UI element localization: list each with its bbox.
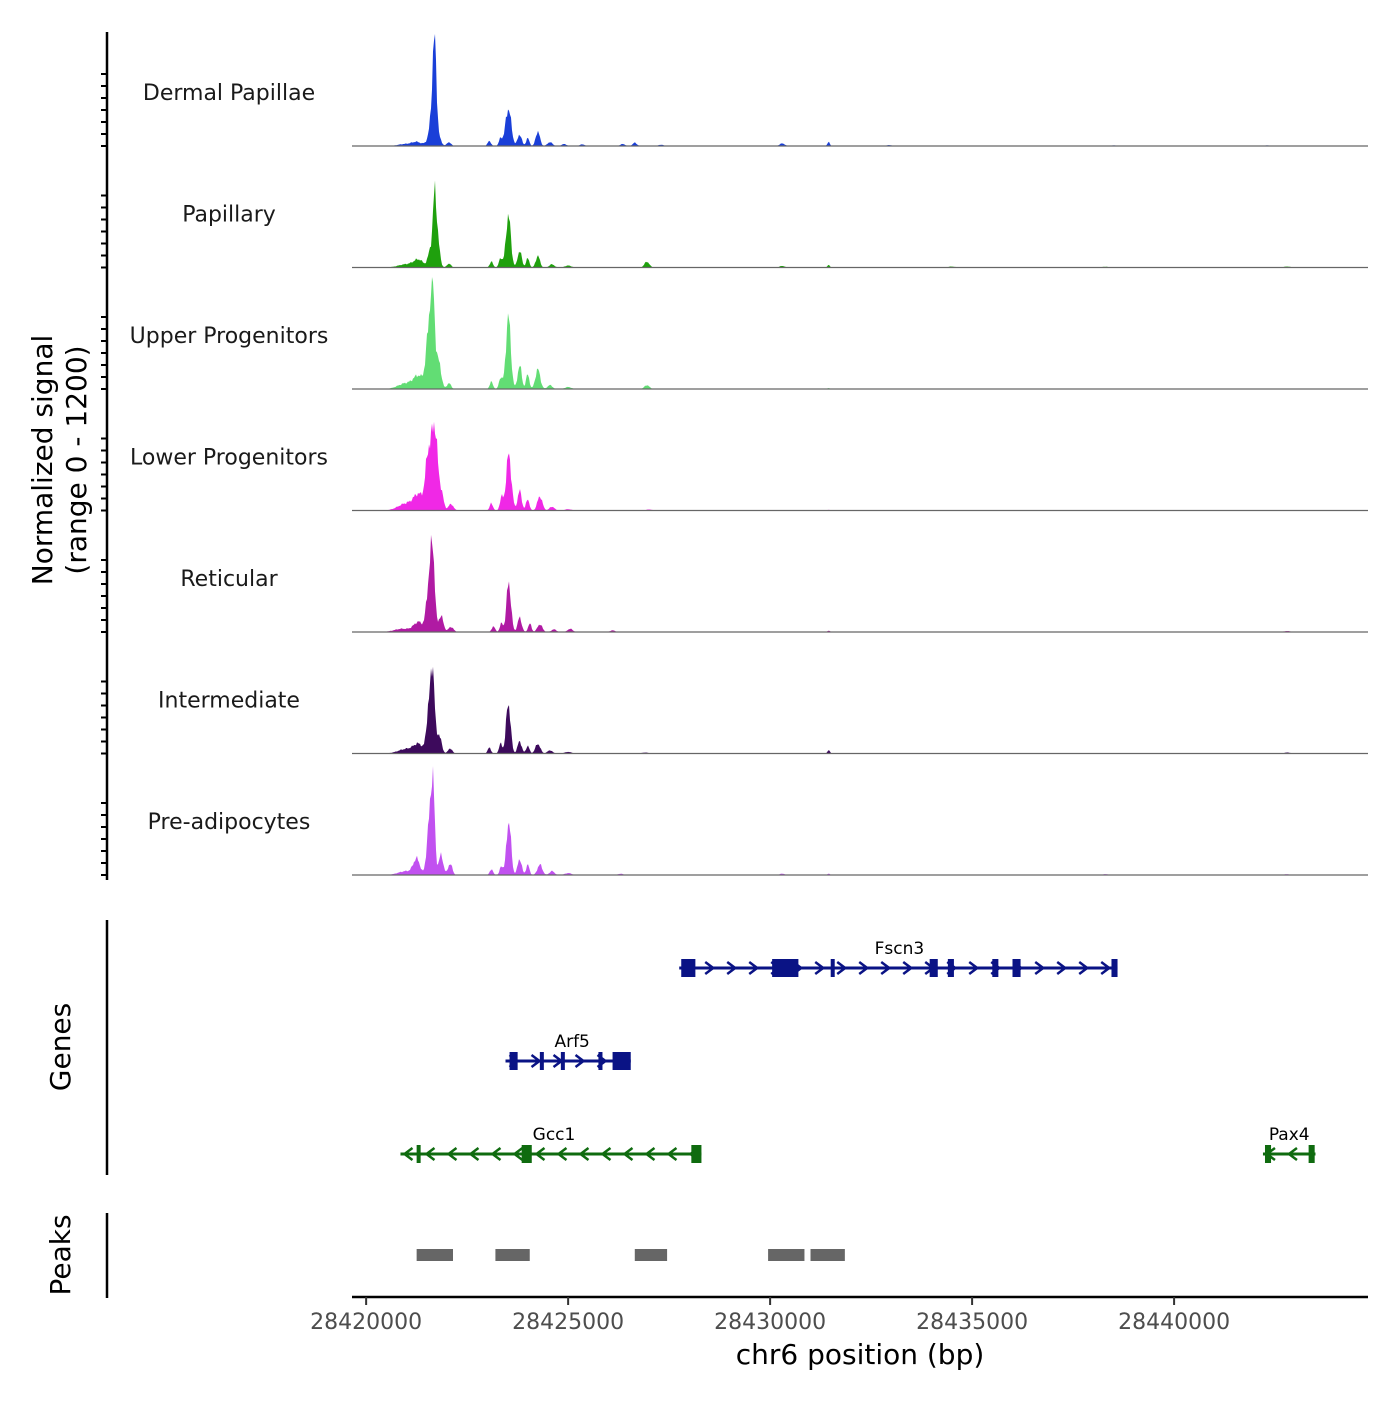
track-5: Intermediate: [158, 666, 1368, 755]
gene-pax4: Pax4: [1262, 1125, 1316, 1163]
gene-exon: [1308, 1145, 1315, 1163]
strand-chevron: [600, 1147, 612, 1161]
strand-chevron: [814, 961, 826, 975]
x-tick-label: 28435000: [916, 1310, 1028, 1335]
track-signal-area: [352, 277, 1368, 389]
track-6: Pre-adipocytes: [148, 766, 1368, 876]
track-label: Papillary: [182, 203, 276, 228]
y-axis-title-line2: (range 0 - 1200): [60, 345, 93, 574]
strand-chevron: [578, 1147, 590, 1161]
gene-gcc1: Gcc1: [400, 1125, 702, 1163]
strand-chevron: [1078, 961, 1090, 975]
gene-label: Fscn3: [875, 939, 925, 959]
gene-exon: [509, 1052, 518, 1070]
gene-label: Pax4: [1269, 1125, 1310, 1145]
gene-exon: [992, 959, 999, 977]
gene-exon: [691, 1145, 702, 1163]
strand-chevron: [402, 1147, 414, 1161]
strand-chevron: [1056, 961, 1068, 975]
x-tick-label: 28430000: [714, 1310, 826, 1335]
gene-exon: [830, 959, 835, 977]
y-axis-title-line1: Normalized signal: [26, 335, 59, 586]
strand-chevron: [534, 1147, 546, 1161]
x-tick-label: 28425000: [512, 1310, 624, 1335]
strand-chevron: [666, 1147, 678, 1161]
strand-chevron: [424, 1147, 436, 1161]
strand-chevron: [836, 961, 848, 975]
strand-chevron: [968, 961, 980, 975]
gene-exon: [681, 959, 696, 977]
track-2: Upper Progenitors: [130, 277, 1368, 390]
peak-region: [416, 1249, 453, 1261]
gene-annotations: Fscn3 Arf5 Gcc1 Pax4: [400, 939, 1316, 1163]
track-signal-area: [352, 766, 1368, 875]
x-tick-label: 28440000: [1118, 1310, 1230, 1335]
track-signal-area: [352, 534, 1368, 632]
strand-chevron: [1286, 1147, 1298, 1161]
gene-exon: [612, 1052, 631, 1070]
gene-label: Arf5: [554, 1032, 589, 1052]
gene-exon: [929, 959, 938, 977]
track-signal-area: [352, 666, 1368, 754]
strand-chevron: [1100, 961, 1112, 975]
strand-chevron: [902, 961, 914, 975]
gene-exon: [947, 959, 954, 977]
peak-region: [810, 1249, 845, 1261]
gene-arf5: Arf5: [505, 1032, 631, 1070]
gene-exon: [521, 1145, 532, 1163]
peak-region: [634, 1249, 668, 1261]
strand-chevron: [858, 961, 870, 975]
strand-chevron: [574, 1054, 586, 1068]
x-axis: 28420000 28425000 28430000 28435000 28440000: [310, 1295, 1368, 1335]
gene-label: Gcc1: [533, 1125, 576, 1145]
peak-region: [768, 1249, 805, 1261]
track-3: Lower Progenitors: [130, 421, 1368, 512]
track-label: Pre-adipocytes: [148, 810, 311, 835]
strand-chevron: [644, 1147, 656, 1161]
gene-exon: [1264, 1145, 1272, 1163]
track-1: Papillary: [182, 180, 1368, 269]
track-label: Lower Progenitors: [130, 446, 328, 471]
track-4: Reticular: [180, 534, 1368, 633]
peak-region: [495, 1249, 530, 1261]
strand-chevron: [748, 961, 760, 975]
strand-chevron: [446, 1147, 458, 1161]
track-signal-area: [352, 180, 1368, 268]
strand-chevron: [704, 961, 716, 975]
peaks-panel-title: Peaks: [44, 1214, 77, 1295]
track-signal-area: [352, 421, 1368, 511]
strand-chevron: [880, 961, 892, 975]
gene-exon: [1111, 959, 1118, 977]
coverage-tracks: Dermal Papillae Papillary Upper Progenitor…: [130, 34, 1368, 876]
gene-exon: [598, 1052, 603, 1070]
x-tick-label: 28420000: [310, 1310, 422, 1335]
gene-exon: [416, 1145, 421, 1163]
gene-exon: [1012, 959, 1021, 977]
x-axis-title: chr6 position (bp): [736, 1338, 985, 1371]
strand-chevron: [622, 1147, 634, 1161]
strand-chevron: [530, 1054, 542, 1068]
track-label: Dermal Papillae: [143, 81, 315, 106]
track-label: Reticular: [180, 567, 278, 592]
genes-panel-title: Genes: [44, 1003, 77, 1091]
gene-exon: [772, 959, 799, 977]
track-label: Upper Progenitors: [130, 324, 329, 349]
track-label: Intermediate: [158, 689, 300, 714]
gene-exon: [539, 1052, 544, 1070]
strand-chevron: [490, 1147, 502, 1161]
track-0: Dermal Papillae: [143, 34, 1368, 147]
track-signal-area: [352, 34, 1368, 146]
strand-chevron: [726, 961, 738, 975]
signal-y-axis: [101, 32, 109, 880]
peak-regions: [416, 1249, 845, 1261]
strand-chevron: [512, 1147, 524, 1161]
strand-chevron: [1034, 961, 1046, 975]
strand-chevron: [556, 1147, 568, 1161]
gene-exon: [560, 1052, 565, 1070]
gene-fscn3: Fscn3: [679, 939, 1118, 977]
strand-chevron: [468, 1147, 480, 1161]
